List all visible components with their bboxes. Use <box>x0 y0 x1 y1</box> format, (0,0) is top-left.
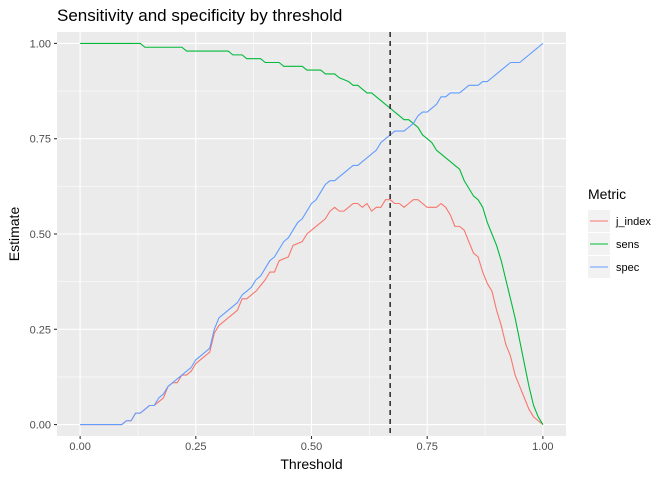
y-tick-label: 0.25 <box>30 324 51 336</box>
legend-label-sens: sens <box>616 239 640 251</box>
x-tick-label: 0.25 <box>185 441 206 453</box>
chart-title: Sensitivity and specificity by threshold <box>57 6 342 25</box>
y-axis-title: Estimate <box>6 207 22 262</box>
y-tick-label: 1.00 <box>30 38 51 50</box>
series-layer <box>80 42 544 426</box>
series-line-sens <box>80 42 544 425</box>
x-axis: 0.00 0.25 0.50 0.75 1.00 <box>69 436 554 453</box>
x-axis-title: Threshold <box>280 456 342 472</box>
x-tick-label: 0.50 <box>301 441 322 453</box>
legend-label-spec: spec <box>616 262 640 274</box>
series-line-spec <box>80 43 544 426</box>
x-tick-label: 0.75 <box>416 441 437 453</box>
y-tick-label: 0.00 <box>30 420 51 432</box>
legend-title: Metric <box>588 186 626 202</box>
y-tick-label: 0.75 <box>30 134 51 146</box>
x-tick-label: 1.00 <box>532 441 553 453</box>
x-tick-label: 0.00 <box>69 441 90 453</box>
y-tick-label: 0.50 <box>30 229 51 241</box>
legend-label-j-index: j_index <box>615 216 651 228</box>
major-gridlines <box>57 32 566 436</box>
series-line-j-index <box>80 199 544 426</box>
y-axis: 0.00 0.25 0.50 0.75 1.00 <box>30 38 57 432</box>
